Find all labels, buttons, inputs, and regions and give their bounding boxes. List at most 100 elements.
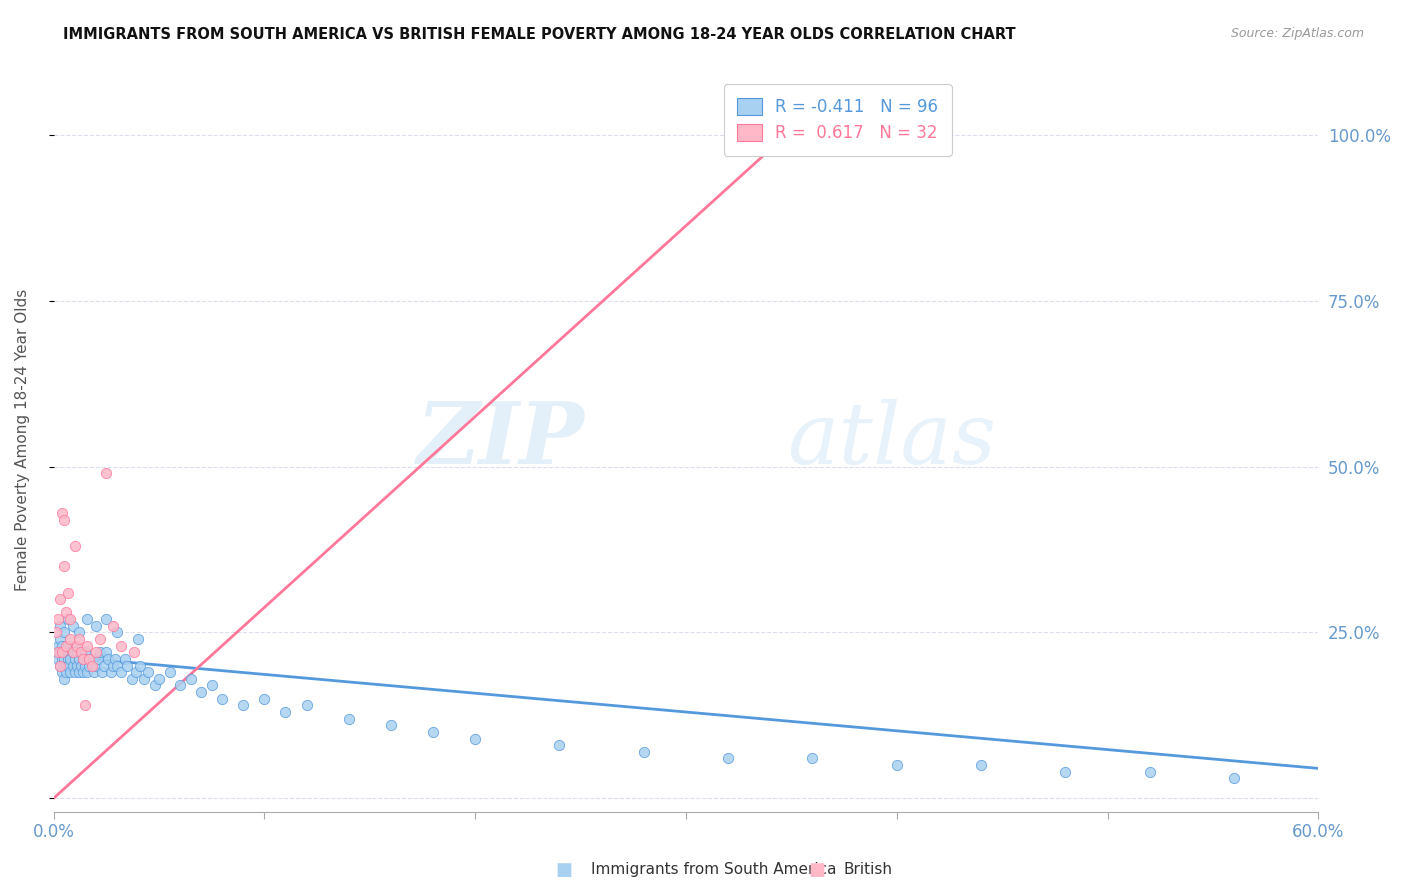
Point [91, 665, 114, 680]
Point [748, 128, 770, 142]
Point [66, 645, 89, 659]
Point [75, 698, 97, 713]
Point [93, 658, 115, 673]
Legend: R = -0.411   N = 96, R =  0.617   N = 32: R = -0.411 N = 96, R = 0.617 N = 32 [724, 84, 952, 155]
Point [63, 665, 86, 680]
Point [100, 665, 122, 680]
Point [337, 712, 360, 726]
Point [87, 652, 110, 666]
Point [121, 672, 143, 686]
Point [53, 513, 76, 527]
Point [49, 658, 72, 673]
Point [89, 645, 111, 659]
Point [548, 738, 571, 752]
Point [97, 652, 120, 666]
Point [110, 665, 132, 680]
Point [46, 652, 69, 666]
Point [51, 665, 73, 680]
Point [62, 658, 84, 673]
Point [717, 751, 740, 765]
Point [211, 691, 233, 706]
Text: atlas: atlas [787, 399, 997, 482]
Point [58, 652, 80, 666]
Point [72, 665, 94, 680]
Point [62, 619, 84, 633]
Point [51, 506, 73, 520]
Text: Immigrants from South America: Immigrants from South America [591, 863, 837, 877]
Point [970, 758, 993, 772]
Point [55, 639, 77, 653]
Point [45, 625, 67, 640]
Point [80, 658, 103, 673]
Point [53, 672, 76, 686]
Point [96, 645, 118, 659]
Point [75, 658, 97, 673]
Point [129, 658, 152, 673]
Point [53, 652, 76, 666]
Point [55, 606, 77, 620]
Point [46, 612, 69, 626]
Point [62, 645, 84, 659]
Point [84, 645, 107, 659]
Point [180, 672, 202, 686]
Point [76, 612, 98, 626]
Text: British: British [844, 863, 893, 877]
Point [63, 652, 86, 666]
Point [58, 639, 80, 653]
Point [58, 612, 80, 626]
Point [114, 652, 136, 666]
Text: IMMIGRANTS FROM SOUTH AMERICA VS BRITISH FEMALE POVERTY AMONG 18-24 YEAR OLDS CO: IMMIGRANTS FROM SOUTH AMERICA VS BRITISH… [63, 27, 1017, 42]
Point [738, 128, 761, 142]
Point [79, 652, 101, 666]
Point [127, 632, 149, 646]
Point [633, 745, 655, 759]
Point [801, 751, 824, 765]
Point [67, 632, 90, 646]
Point [110, 639, 132, 653]
Point [143, 678, 166, 692]
Point [55, 658, 77, 673]
Point [72, 652, 94, 666]
Point [51, 639, 73, 653]
Point [49, 592, 72, 607]
Point [55, 665, 77, 680]
Point [134, 672, 156, 686]
Point [53, 559, 76, 574]
Point [53, 625, 76, 640]
Text: ZIP: ZIP [418, 398, 585, 482]
Point [70, 645, 93, 659]
Point [51, 645, 73, 659]
Point [70, 645, 93, 659]
Point [59, 632, 82, 646]
Point [159, 665, 181, 680]
Point [253, 691, 276, 706]
Point [49, 645, 72, 659]
Point [148, 672, 170, 686]
Y-axis label: Female Poverty Among 18-24 Year Olds: Female Poverty Among 18-24 Year Olds [15, 289, 30, 591]
Point [101, 658, 124, 673]
Point [104, 652, 127, 666]
Point [84, 619, 107, 633]
Point [49, 632, 72, 646]
Text: Source: ZipAtlas.com: Source: ZipAtlas.com [1230, 27, 1364, 40]
Point [1054, 764, 1077, 779]
Point [62, 645, 84, 659]
Point [67, 665, 90, 680]
Point [190, 685, 212, 699]
Point [464, 731, 486, 746]
Point [59, 645, 82, 659]
Point [1223, 772, 1246, 786]
Point [55, 645, 77, 659]
Point [59, 652, 82, 666]
Point [89, 632, 111, 646]
Point [274, 705, 297, 719]
Point [59, 612, 82, 626]
Point [422, 725, 444, 739]
Point [105, 625, 128, 640]
Point [80, 652, 103, 666]
Point [63, 539, 86, 553]
Point [58, 658, 80, 673]
Point [76, 639, 98, 653]
Point [886, 758, 908, 772]
Point [59, 665, 82, 680]
